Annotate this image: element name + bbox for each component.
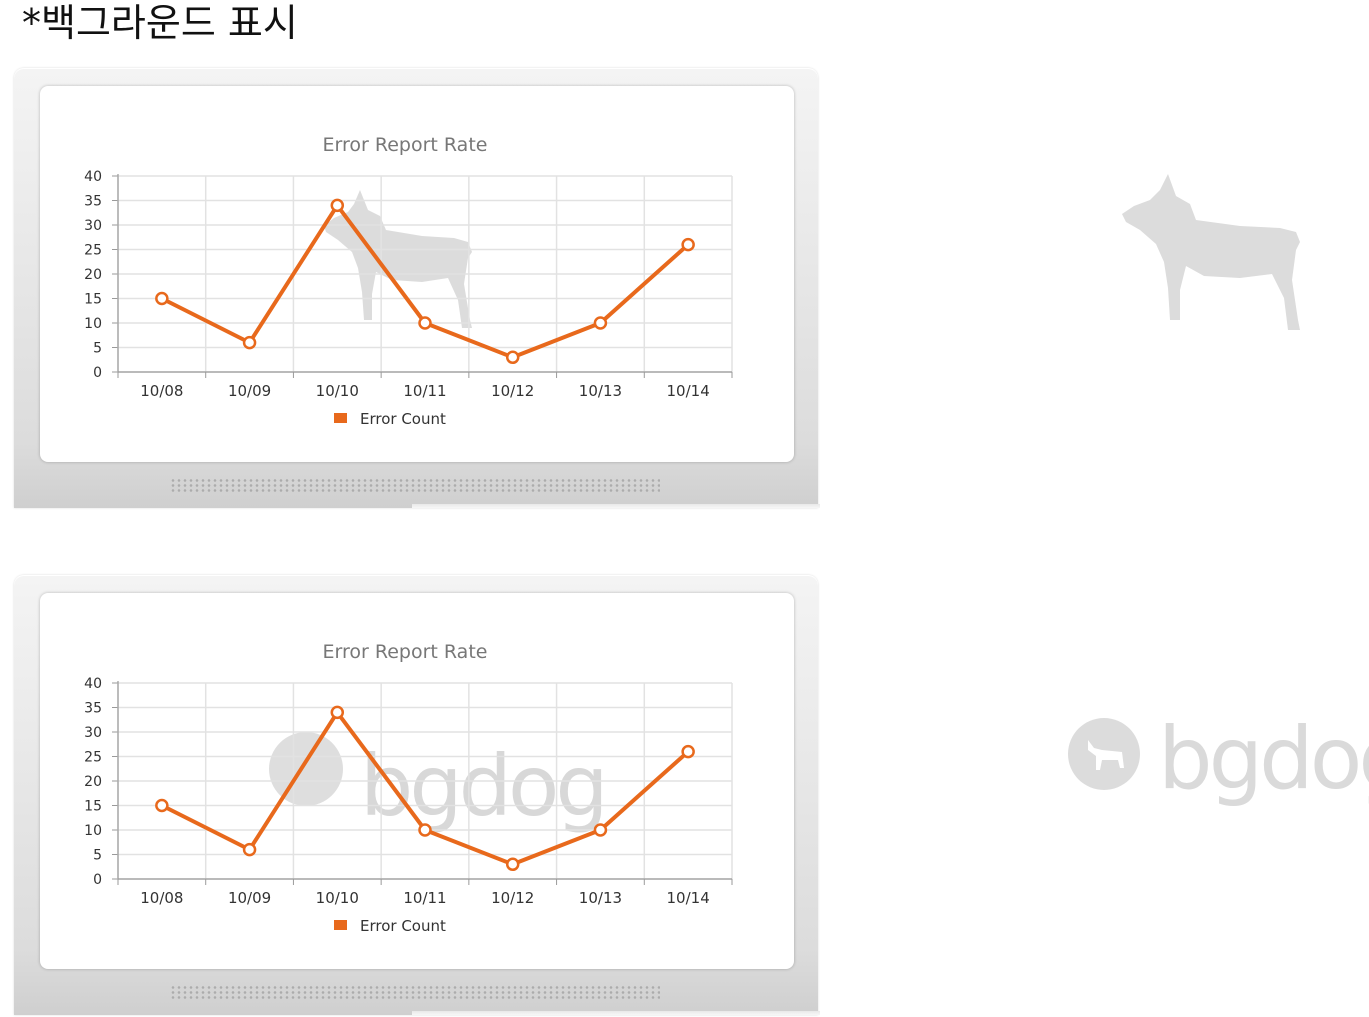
x-tick-label: 10/13	[579, 889, 622, 907]
legend: Error Count	[334, 410, 446, 428]
data-point	[242, 335, 257, 350]
x-tick-label: 10/12	[491, 889, 534, 907]
y-tick-label: 25	[84, 243, 102, 259]
x-tick-label: 10/11	[403, 382, 446, 400]
y-tick-label: 15	[84, 292, 102, 308]
bgdog-logo-text: bgdog	[1158, 709, 1369, 809]
legend: Error Count	[334, 917, 446, 935]
y-tick-label: 40	[84, 169, 102, 185]
x-tick-label: 10/09	[228, 382, 271, 400]
data-point	[593, 316, 608, 330]
monitor-frame-2: bgdog Error Report Rate 0 5 10 15 20 25 30 35 40 10…	[14, 575, 820, 1015]
legend-label: Error Count	[360, 917, 446, 935]
y-tick-label: 20	[84, 267, 102, 283]
speaker-grille	[170, 478, 660, 494]
bgdog-logo: bgdog	[1066, 709, 1369, 840]
y-tick-label: 5	[93, 341, 102, 357]
x-tick-label: 10/08	[140, 889, 183, 907]
data-point	[593, 823, 608, 837]
y-tick-label: 10	[84, 316, 102, 332]
speaker-grille	[170, 985, 660, 1001]
monitor-frame-1: Error Report Rate 0 5 10 15 20 25 30 35 40 10/08 10…	[14, 68, 820, 508]
data-point	[418, 316, 432, 330]
x-tick-label: 10/14	[667, 889, 710, 907]
chart-title: Error Report Rate	[323, 641, 488, 663]
x-tick-label: 10/10	[316, 889, 359, 907]
legend-label: Error Count	[360, 410, 446, 428]
monitor-stand-edge	[412, 1011, 820, 1015]
legend-swatch	[334, 920, 347, 930]
x-tick-label: 10/09	[228, 889, 271, 907]
data-point	[155, 798, 169, 813]
x-tick-label: 10/08	[140, 382, 183, 400]
chart-title: Error Report Rate	[323, 134, 488, 156]
data-point	[505, 350, 520, 365]
dog-silhouette-icon	[324, 190, 472, 328]
y-tick-label: 15	[84, 799, 102, 815]
data-point	[505, 857, 520, 872]
data-point	[681, 744, 695, 759]
data-point	[681, 237, 695, 252]
data-point	[155, 291, 169, 306]
bgdog-logo-icon	[269, 732, 343, 806]
x-tick-label: 10/14	[667, 382, 710, 400]
y-tick-label: 0	[93, 365, 102, 381]
data-point	[418, 823, 432, 837]
x-tick-label: 10/11	[403, 889, 446, 907]
y-tick-label: 30	[84, 218, 102, 234]
monitor-stand-edge	[412, 504, 820, 508]
y-tick-label: 20	[84, 774, 102, 790]
y-tick-label: 0	[93, 872, 102, 888]
y-tick-label: 35	[84, 194, 102, 210]
x-tick-label: 10/10	[316, 382, 359, 400]
legend-swatch	[334, 413, 347, 423]
x-tick-label: 10/12	[491, 382, 534, 400]
bgdog-logo-icon	[1068, 718, 1140, 790]
line-chart-1: Error Report Rate 0 5 10 15 20 25 30 35 40 10/08 10…	[84, 134, 733, 428]
bgdog-watermark-text: bgdog	[360, 737, 605, 835]
data-point	[330, 198, 345, 213]
page-heading: *백그라운드 표시	[22, 1, 298, 45]
y-tick-label: 35	[84, 701, 102, 717]
y-tick-label: 5	[93, 848, 102, 864]
y-tick-label: 25	[84, 750, 102, 766]
dog-silhouette-icon	[1122, 174, 1300, 330]
y-tick-label: 40	[84, 676, 102, 692]
x-tick-label: 10/13	[579, 382, 622, 400]
y-tick-label: 10	[84, 823, 102, 839]
data-point	[330, 705, 345, 720]
line-chart-2: bgdog Error Report Rate 0 5 10 15 20 25 30 35 40 10…	[84, 641, 733, 935]
y-tick-label: 30	[84, 725, 102, 741]
data-point	[242, 842, 257, 857]
